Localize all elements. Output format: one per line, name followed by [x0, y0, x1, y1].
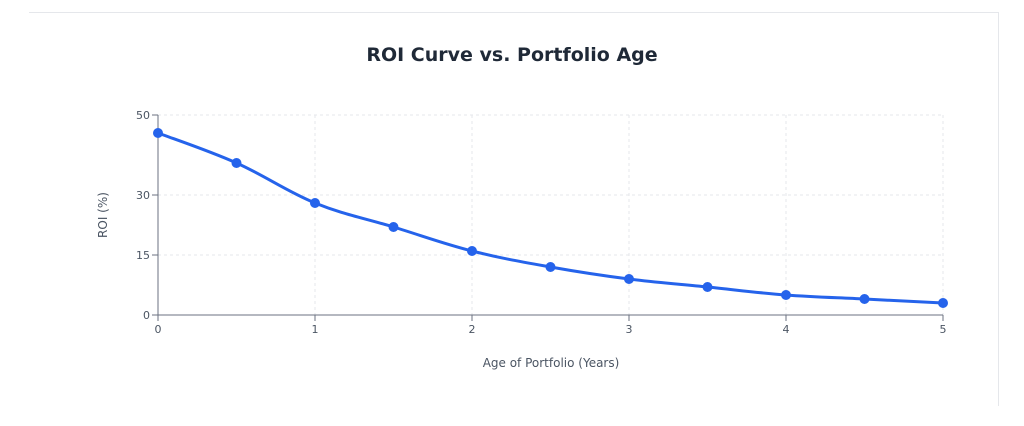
x-tick-label: 4	[783, 323, 790, 336]
x-tick-label: 5	[940, 323, 947, 336]
data-point[interactable]	[231, 158, 242, 168]
x-tick-label: 3	[626, 323, 633, 336]
y-tick-label: 50	[136, 109, 150, 122]
x-tick-label: 1	[312, 323, 319, 336]
roi-line	[157, 131, 944, 305]
data-point[interactable]	[859, 294, 870, 304]
chart-title: ROI Curve vs. Portfolio Age	[366, 44, 658, 66]
data-point[interactable]	[310, 198, 320, 208]
y-tick-label: 15	[136, 249, 150, 262]
axes: 0 15 30 50 0 1 2 3 4 5	[136, 109, 947, 336]
grid-lines	[158, 114, 944, 315]
data-point[interactable]	[702, 282, 713, 292]
data-points	[153, 128, 948, 308]
x-tick-label: 0	[155, 323, 162, 336]
data-point[interactable]	[153, 128, 163, 138]
y-tick-label: 30	[136, 189, 150, 202]
x-tick-label: 2	[469, 323, 476, 336]
data-point[interactable]	[545, 262, 556, 272]
data-point[interactable]	[388, 222, 399, 232]
y-tick-label: 0	[143, 309, 150, 322]
data-point[interactable]	[781, 290, 791, 300]
x-axis-label: Age of Portfolio (Years)	[483, 356, 620, 370]
chart-card	[29, 12, 999, 406]
data-point[interactable]	[467, 246, 477, 256]
data-point[interactable]	[938, 298, 948, 308]
y-axis-label: ROI (%)	[96, 192, 110, 238]
data-point[interactable]	[624, 274, 634, 284]
